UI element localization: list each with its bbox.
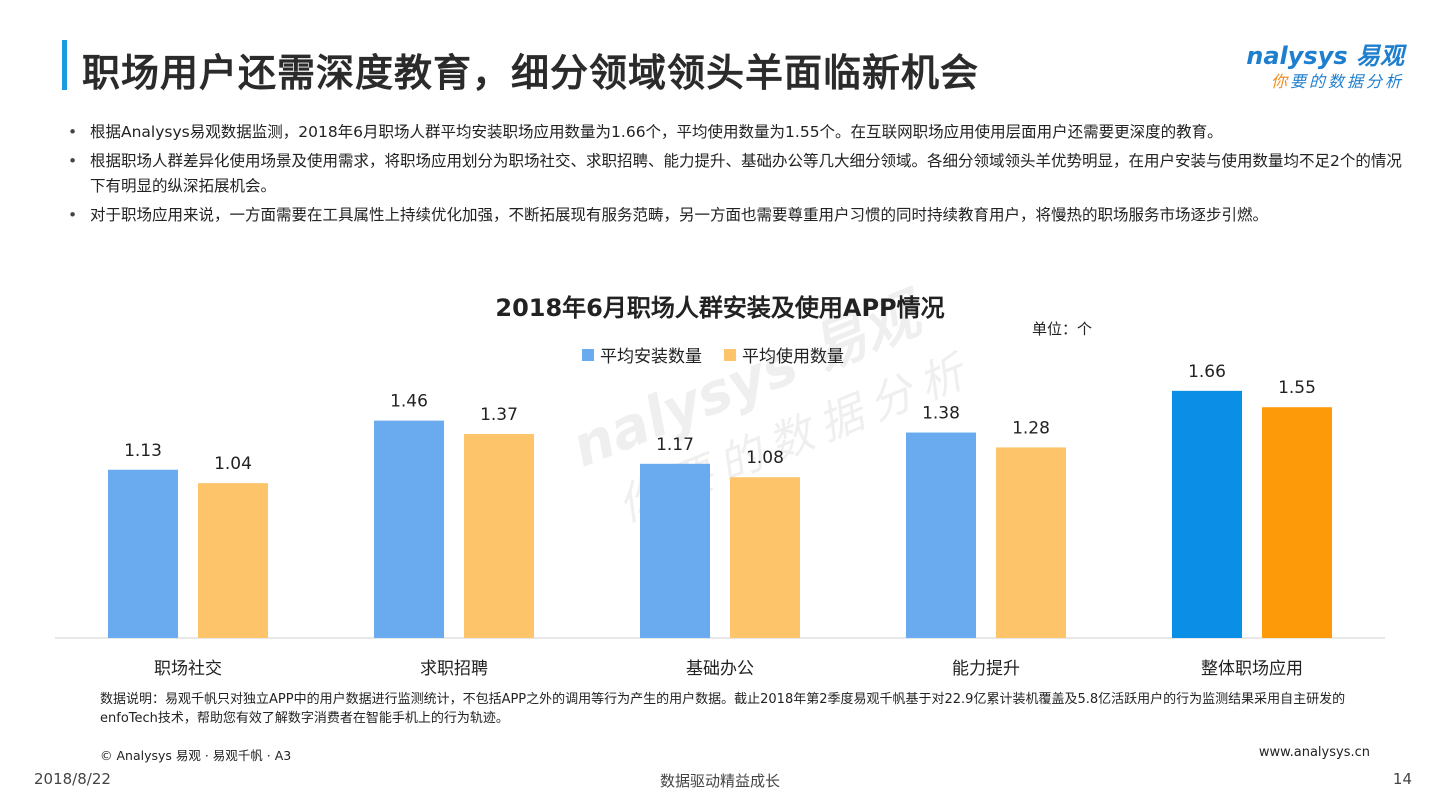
data-label: 1.28 — [1012, 418, 1050, 438]
brand-logo: nalysys 易观 你要的数据分析 — [1204, 36, 1404, 96]
data-label: 1.13 — [124, 441, 162, 461]
bullet-item: 对于职场应用来说，一方面需要在工具属性上持续优化加强，不断拓展现有服务范畴，另一… — [68, 203, 1408, 228]
logo-main-text: nalysys 易观 — [1246, 42, 1404, 70]
bar-install — [108, 469, 178, 638]
bar-usage — [730, 477, 800, 638]
bar-chart: 1.13 1.04 职场社交 1.46 1.37 求职招聘 1.17 1.08 基础办公 1.38… — [55, 362, 1385, 679]
legend-item-install: 平均安装数量 — [582, 342, 702, 367]
logo-tagline: 你要的数据分析 — [1271, 68, 1404, 92]
bullet-item: 根据职场人群差异化使用场景及使用需求，将职场应用划分为职场社交、求职招聘、能力提… — [68, 149, 1408, 199]
footer-slogan: 数据驱动精益成长 — [659, 772, 780, 790]
legend-label-install: 平均安装数量 — [600, 347, 702, 367]
data-label: 1.38 — [922, 404, 960, 424]
legend-item-usage: 平均使用数量 — [724, 342, 844, 367]
bullet-item: 根据Analysys易观数据监测，2018年6月职场人群平均安装职场应用数量为1… — [68, 120, 1408, 145]
chart-unit-label: 单位：个 — [1032, 320, 1093, 338]
chart-title: 2018年6月职场人群安装及使用APP情况 — [495, 294, 945, 322]
logo-tagline-rest: 要的数据分析 — [1289, 72, 1404, 91]
legend-label-usage: 平均使用数量 — [742, 347, 844, 367]
legend-swatch-install — [582, 348, 594, 361]
copyright-text: © Analysys 易观 · 易观千帆 · A3 — [100, 748, 292, 763]
bar-install — [906, 432, 976, 638]
x-tick-label: 职场社交 — [154, 659, 222, 679]
data-note: 数据说明：易观千帆只对独立APP中的用户数据进行监测统计，不包括APP之外的调用… — [100, 692, 1346, 726]
bar-install — [640, 463, 710, 638]
data-label: 1.55 — [1278, 378, 1316, 398]
chart-legend: 平均安装数量 平均使用数量 — [582, 342, 844, 367]
bar-usage — [1262, 407, 1332, 638]
bar-usage — [996, 447, 1066, 638]
legend-swatch-usage — [724, 348, 736, 361]
page-number: 14 — [1392, 770, 1412, 788]
x-tick-label: 基础办公 — [686, 659, 754, 679]
title-accent-bar — [62, 40, 67, 90]
bar-usage — [198, 483, 268, 638]
bar-usage — [464, 434, 534, 638]
footer-date: 2018/8/22 — [34, 770, 111, 788]
data-label: 1.46 — [390, 392, 428, 412]
x-tick-label: 求职招聘 — [420, 659, 488, 679]
data-label: 1.66 — [1188, 362, 1226, 382]
data-label: 1.37 — [480, 405, 518, 425]
bar-install — [1172, 390, 1242, 638]
page-title: 职场用户还需深度教育，细分领域领头羊面临新机会 — [82, 51, 980, 95]
x-tick-label: 能力提升 — [952, 659, 1020, 679]
data-label: 1.17 — [656, 435, 694, 455]
website-link[interactable]: www.analysys.cn — [1258, 745, 1370, 760]
logo-tagline-first: 你 — [1270, 72, 1290, 91]
bullet-list: 根据Analysys易观数据监测，2018年6月职场人群平均安装职场应用数量为1… — [68, 120, 1408, 232]
x-tick-label: 整体职场应用 — [1201, 659, 1303, 679]
data-label: 1.08 — [746, 448, 784, 468]
bar-install — [374, 420, 444, 638]
data-label: 1.04 — [214, 454, 252, 474]
